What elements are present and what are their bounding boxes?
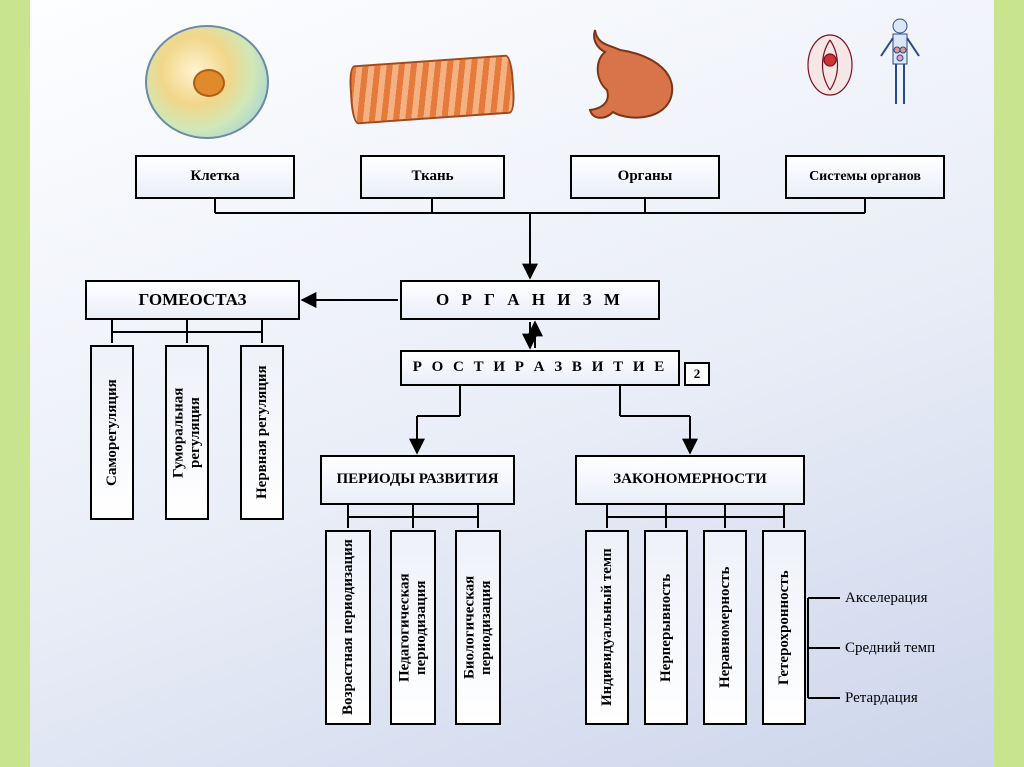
- illus-stomach: [575, 20, 695, 125]
- vbox-neural-regulation: Нервная регуляция: [240, 345, 284, 520]
- vbox-humoral-regulation: Гуморальная регуляция: [165, 345, 209, 520]
- side-retardation: Ретардация: [845, 690, 918, 707]
- side-acceleration: Акселерация: [845, 590, 928, 607]
- label-organs: Органы: [570, 155, 720, 199]
- vbox-continuity: Нерперывность: [644, 530, 688, 725]
- vbox-age-periodization: Возрастная периодизация: [325, 530, 371, 725]
- box-regularities: ЗАКОНОМЕРНОСТИ: [575, 455, 805, 505]
- illus-cell: [145, 25, 269, 139]
- bg-stripe-right: [994, 0, 1024, 767]
- vbox-individual-tempo: Индивидуальный темп: [585, 530, 629, 725]
- label-cell: Клетка: [135, 155, 295, 199]
- label-tissue: Ткань: [360, 155, 505, 199]
- box-periods: ПЕРИОДЫ РАЗВИТИЯ: [320, 455, 515, 505]
- vbox-heterochrony: Гетерохронность: [762, 530, 806, 725]
- diagram-stage: Клетка Ткань Органы Системы органов О Р …: [30, 0, 994, 767]
- box-homeostasis: ГОМЕОСТАЗ: [85, 280, 300, 320]
- illus-body-systems: [790, 10, 940, 135]
- side-average-tempo: Средний темп: [845, 640, 935, 657]
- bg-stripe-left: [0, 0, 30, 767]
- vbox-unevenness: Неравномерность: [703, 530, 747, 725]
- illus-tissue: [350, 60, 514, 119]
- label-systems: Системы органов: [785, 155, 945, 199]
- vbox-self-regulation: Саморегуляция: [90, 345, 134, 520]
- box-organism: О Р Г А Н И З М: [400, 280, 660, 320]
- vbox-pedagogical-periodization: Педагогическая периодизация: [390, 530, 436, 725]
- vbox-biological-periodization: Биологическая периодизация: [455, 530, 501, 725]
- box-growth: Р О С Т И Р А З В И Т И Е: [400, 350, 680, 386]
- badge-growth-num: 2: [684, 362, 710, 386]
